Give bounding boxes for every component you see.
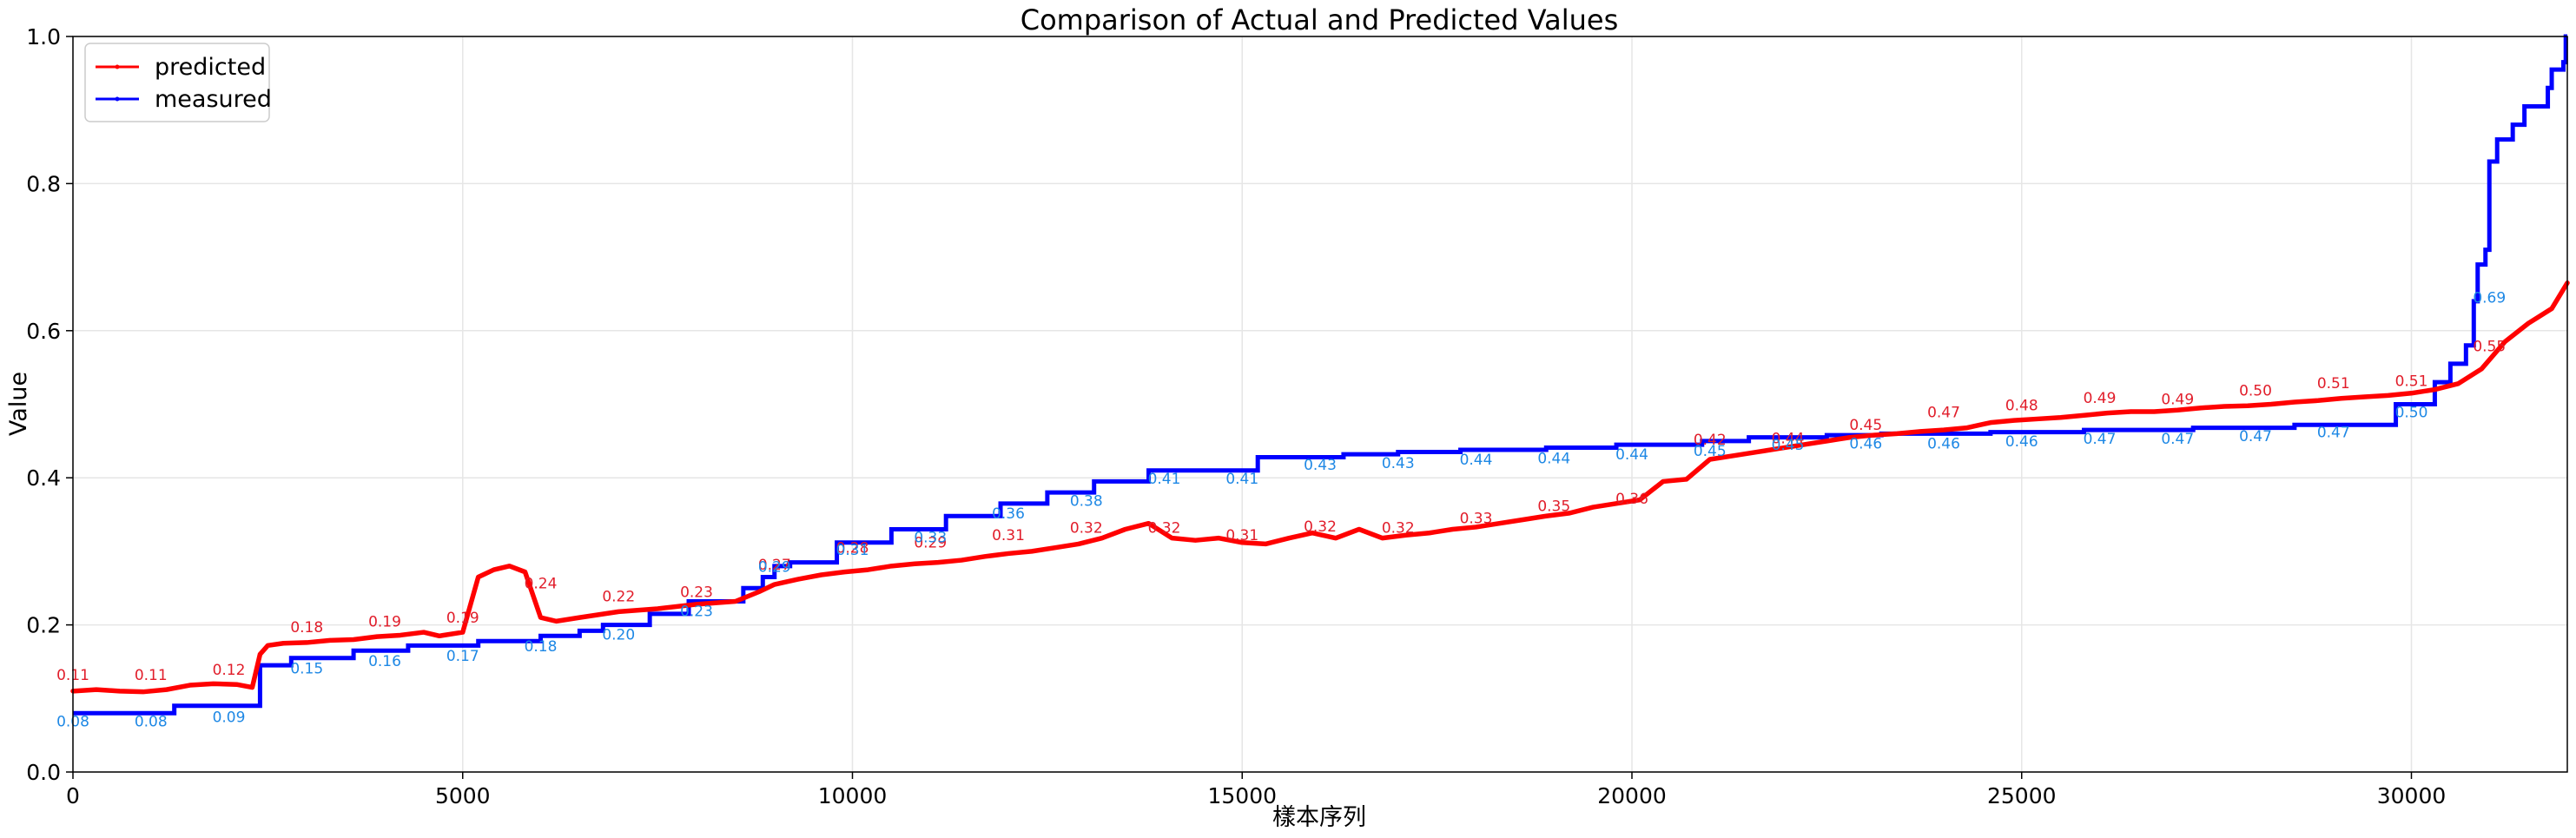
- legend: predicted measured: [84, 43, 272, 122]
- measured-data-label: 0.41: [1148, 471, 1181, 488]
- y-axis-label: Value: [5, 372, 32, 436]
- predicted-data-label: 0.33: [1460, 511, 1493, 528]
- y-tick-label: 0.2: [26, 613, 61, 638]
- predicted-data-label: 0.12: [213, 662, 246, 679]
- measured-data-label: 0.18: [525, 638, 558, 656]
- measured-data-label: 0.36: [992, 505, 1025, 523]
- predicted-data-label: 0.50: [2239, 382, 2272, 399]
- y-tick-label: 0.6: [26, 319, 61, 344]
- x-axis-label: 樣本序列: [1272, 804, 1366, 831]
- x-tick-label: 30000: [2377, 783, 2447, 808]
- measured-data-label: 0.46: [1927, 435, 1960, 452]
- measured-data-label: 0.45: [1694, 443, 1727, 460]
- series-line-measured: [73, 34, 2568, 716]
- measured-data-label: 0.47: [2317, 425, 2350, 442]
- predicted-data-label: 0.36: [1615, 491, 1648, 508]
- annotation-layer: 0.11 0.11 0.120.18 0.19 0.190.240.22 0.230.27…: [56, 290, 2506, 731]
- legend-marker-predicted: [115, 64, 120, 69]
- predicted-data-label: 0.44: [1772, 430, 1805, 447]
- y-tick-label: 0.8: [26, 171, 61, 196]
- predicted-data-label: 0.29: [914, 535, 947, 552]
- x-tick-label: 15000: [1207, 783, 1277, 808]
- measured-data-label: 0.43: [1382, 455, 1415, 472]
- x-tick-label: 5000: [435, 783, 491, 808]
- measured-data-label: 0.15: [290, 661, 323, 678]
- measured-data-label: 0.16: [368, 653, 401, 670]
- measured-data-label: 0.23: [680, 603, 713, 620]
- predicted-data-label: 0.45: [1849, 417, 1882, 434]
- legend-label-predicted: predicted: [155, 54, 266, 81]
- y-tick-label: 0.4: [26, 465, 61, 491]
- x-tick-label: 10000: [818, 783, 888, 808]
- predicted-data-label: 0.18: [290, 619, 323, 637]
- measured-data-label: 0.29: [758, 559, 791, 577]
- x-axis-ticks: 0 5000 10000 15000 20000 25000 30000: [66, 772, 2446, 808]
- x-tick-label: 20000: [1597, 783, 1667, 808]
- predicted-data-label: 0.49: [2161, 392, 2194, 409]
- predicted-data-label: 0.35: [1537, 498, 1570, 515]
- predicted-data-label: 0.22: [602, 588, 635, 605]
- predicted-data-label: 0.28: [836, 540, 869, 558]
- measured-data-label: 0.46: [1849, 435, 1882, 452]
- measured-data-label: 0.46: [2005, 433, 2038, 451]
- measured-data-label: 0.44: [1615, 446, 1648, 464]
- predicted-data-label: 0.47: [1927, 405, 1960, 422]
- predicted-data-label: 0.31: [1225, 527, 1258, 544]
- y-tick-label: 0.0: [26, 760, 61, 785]
- measured-data-label: 0.38: [1070, 492, 1103, 510]
- measured-data-label: 0.45: [1772, 437, 1805, 454]
- predicted-data-label: 0.27: [758, 557, 791, 574]
- series-line-predicted: [70, 280, 2570, 695]
- measured-data-label: 0.44: [1460, 452, 1493, 469]
- measured-data-label: 0.31: [836, 542, 869, 559]
- predicted-data-label: 0.31: [992, 527, 1025, 544]
- legend-label-measured: measured: [155, 86, 272, 113]
- predicted-data-label: 0.48: [2005, 397, 2038, 414]
- predicted-data-label: 0.51: [2395, 373, 2428, 390]
- measured-data-label: 0.08: [135, 713, 168, 730]
- predicted-data-label: 0.51: [2317, 375, 2350, 393]
- measured-data-label: 0.43: [1304, 457, 1337, 474]
- measured-data-label: 0.44: [1537, 450, 1570, 467]
- predicted-data-label: 0.24: [525, 575, 558, 592]
- measured-data-label: 0.47: [2161, 431, 2194, 448]
- chart-title: Comparison of Actual and Predicted Value…: [1020, 3, 1619, 36]
- measured-data-label: 0.69: [2473, 290, 2506, 307]
- predicted-data-label: 0.32: [1304, 518, 1337, 536]
- series-layer: [70, 34, 2570, 716]
- predicted-data-label: 0.32: [1070, 520, 1103, 538]
- predicted-data-label: 0.19: [368, 613, 401, 630]
- measured-data-label: 0.20: [602, 627, 635, 644]
- predicted-data-label: 0.42: [1694, 432, 1727, 449]
- plot-frame: [72, 36, 2568, 773]
- y-tick-label: 1.0: [26, 24, 61, 49]
- measured-data-label: 0.09: [213, 709, 246, 726]
- measured-data-label: 0.33: [914, 530, 947, 547]
- measured-data-label: 0.41: [1225, 471, 1258, 488]
- x-tick-label: 25000: [1987, 783, 2057, 808]
- measured-data-label: 0.47: [2239, 428, 2272, 445]
- predicted-data-label: 0.55: [2473, 339, 2506, 356]
- legend-box: [84, 43, 270, 122]
- predicted-data-label: 0.49: [2084, 390, 2117, 407]
- predicted-data-label: 0.32: [1382, 520, 1415, 538]
- predicted-data-label: 0.19: [446, 610, 479, 627]
- predicted-data-label: 0.11: [135, 667, 168, 684]
- predicted-data-label: 0.32: [1148, 520, 1181, 538]
- measured-data-label: 0.17: [446, 648, 479, 665]
- predicted-data-label: 0.23: [680, 584, 713, 601]
- y-axis-ticks: 0.0 0.2 0.4 0.6 0.8 1.0: [26, 24, 73, 785]
- x-tick-label: 0: [66, 783, 80, 808]
- measured-data-label: 0.47: [2084, 431, 2117, 448]
- measured-data-label: 0.50: [2395, 405, 2428, 422]
- legend-marker-measured: [115, 96, 120, 102]
